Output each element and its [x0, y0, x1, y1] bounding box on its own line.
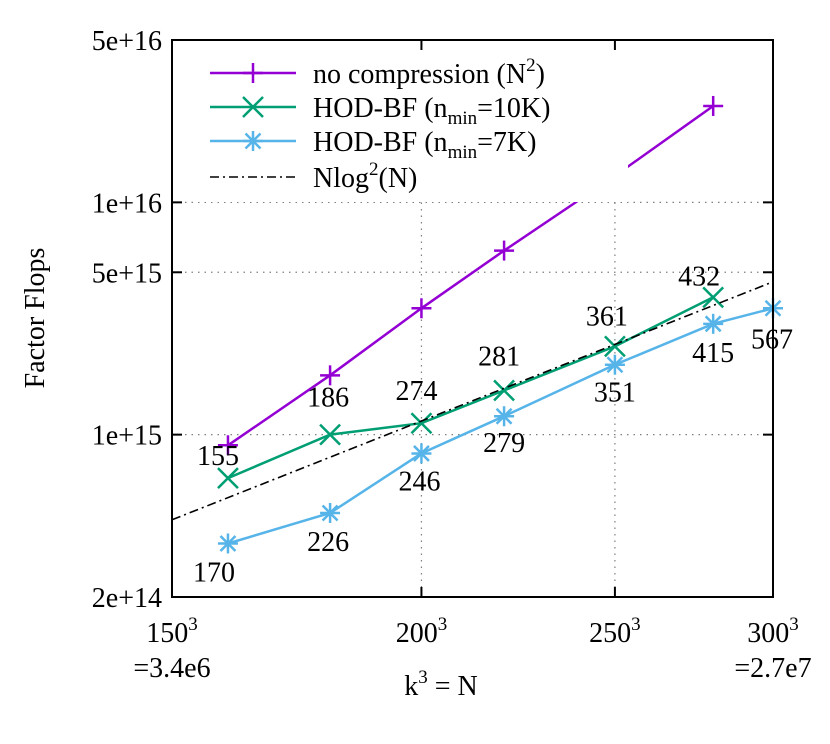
data-label: 155: [197, 441, 239, 472]
tick-marks: [171, 39, 774, 598]
data-label: 281: [478, 341, 520, 372]
legend-label-3: Nlog2(N): [313, 159, 417, 194]
y-tick-label: 5e+15: [92, 258, 162, 289]
x-tick-sublabel: =3.4e6: [133, 653, 210, 684]
data-label: 226: [307, 527, 349, 558]
data-label: 567: [751, 324, 793, 355]
plus-marker: [703, 95, 724, 116]
star-marker: [494, 406, 515, 427]
star-marker: [243, 131, 263, 151]
series-line-1: [227, 296, 714, 480]
plus-marker: [243, 63, 263, 83]
x-marker: [410, 412, 433, 435]
plot-frame: [171, 39, 774, 598]
star-marker: [604, 354, 625, 375]
data-label: 279: [483, 428, 525, 459]
star-marker: [320, 502, 341, 523]
star-marker: [703, 313, 724, 334]
x-marker: [217, 467, 239, 489]
x-tick-label: 2003: [396, 614, 448, 649]
data-label: 432: [678, 261, 720, 292]
series-line-0: [227, 104, 714, 447]
x-marker: [493, 379, 515, 402]
x-axis-title-rest: = N: [428, 671, 478, 702]
plus-marker: [411, 298, 432, 319]
data-label: 246: [398, 466, 440, 497]
x-marker: [604, 335, 626, 358]
star-marker: [217, 533, 238, 554]
x-marker: [702, 286, 725, 309]
legend: no compression (N2)HOD-BF (nmin=10K)HOD-…: [210, 55, 550, 194]
y-axis-title: Factor Flops: [20, 248, 51, 389]
y-axis-ticks: 2e+14 1e+15 5e+15 1e+16 5e+16: [92, 26, 162, 614]
x-tick-sublabel: =2.7e7: [734, 653, 811, 684]
x-marker: [242, 96, 264, 118]
data-label: 361: [586, 301, 628, 332]
y-tick-label: 5e+16: [92, 26, 162, 57]
x-axis-ticks: 1503 =3.4e6 2003 2503 3003 =2.7e7: [133, 614, 811, 684]
x-tick-label: 2503: [589, 614, 641, 649]
x-axis-title-sup: 3: [418, 667, 428, 688]
plus-marker: [494, 240, 515, 261]
plus-marker: [320, 365, 341, 386]
data-label: 415: [692, 338, 734, 369]
data-label: 351: [594, 378, 636, 409]
x-axis-title-base: k: [404, 671, 418, 702]
legend-label-1: HOD-BF (nmin=10K): [313, 93, 550, 129]
data-label: 186: [307, 383, 349, 414]
x-tick-label: 3003: [747, 614, 799, 649]
star-marker: [411, 443, 432, 464]
legend-label-2: HOD-BF (nmin=7K): [313, 127, 536, 163]
y-tick-label: 1e+15: [92, 421, 162, 452]
data-label: 274: [395, 376, 437, 407]
data-labels: 155 186 274 281 361 432 170 226 246 279 351 415 567: [193, 261, 793, 588]
x-tick-label: 1503: [146, 614, 198, 649]
plus-marker: [217, 435, 238, 456]
y-tick-label: 2e+14: [92, 583, 162, 614]
x-marker: [319, 423, 341, 446]
y-tick-label: 1e+16: [92, 188, 162, 219]
x-axis-title: k3 = N: [404, 667, 478, 702]
series-line-3: [171, 281, 774, 521]
data-label: 170: [193, 557, 235, 588]
legend-label-0: no compression (N2): [313, 55, 545, 90]
